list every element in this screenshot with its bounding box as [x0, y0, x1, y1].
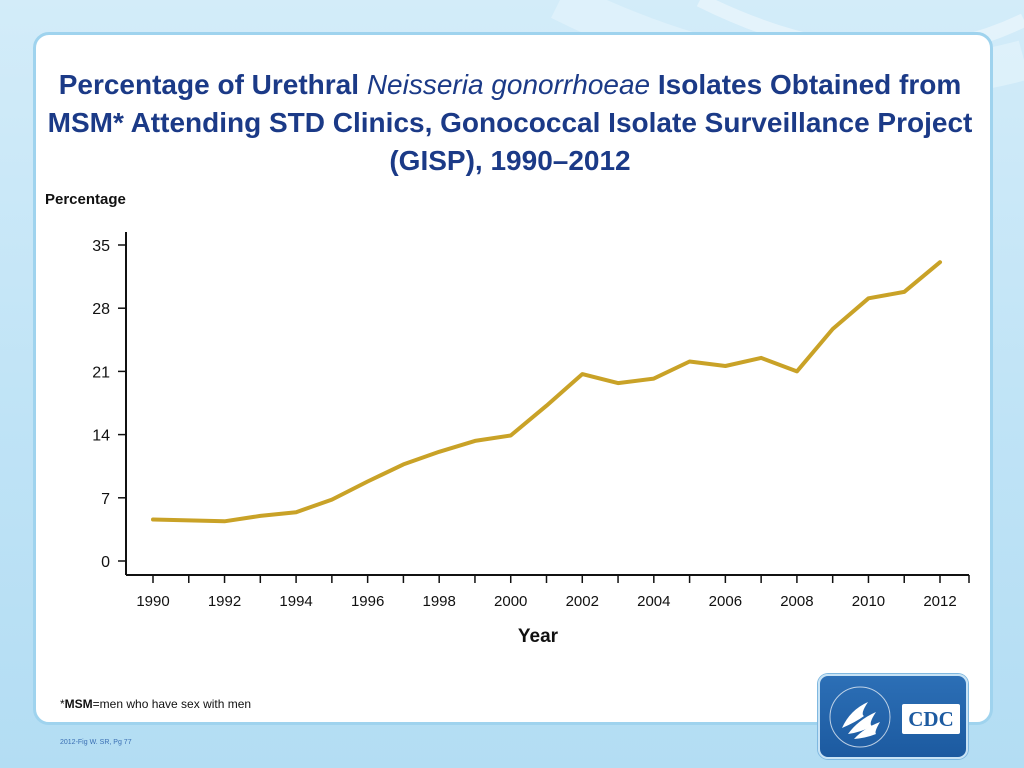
x-tick-label: 1992 — [208, 593, 241, 610]
x-tick-label: 2010 — [852, 593, 885, 610]
x-tick-label: 1998 — [422, 593, 455, 610]
title-part-1: Percentage of Urethral — [58, 69, 367, 100]
slide-title: Percentage of Urethral Neisseria gonorrh… — [40, 66, 980, 180]
x-tick-label: 2002 — [566, 593, 599, 610]
y-tick-label: 21 — [92, 364, 110, 381]
y-tick-label: 14 — [92, 428, 110, 445]
title-italic-organism: Neisseria gonorrhoeae — [366, 69, 651, 100]
footnote-text: =men who have sex with men — [92, 697, 252, 711]
y-tick-label: 0 — [101, 554, 110, 571]
source-citation: 2012-Fig W. SR, Pg 77 — [60, 739, 132, 746]
footnote-marker: * — [60, 697, 65, 711]
cdc-logo-text: CDC — [902, 704, 960, 734]
footnote-term: MSM — [64, 697, 93, 711]
hhs-eagle-icon — [829, 686, 891, 748]
footnote: *MSM=men who have sex with men — [60, 697, 251, 711]
x-tick-label: 2008 — [780, 593, 813, 610]
x-tick-label: 1996 — [351, 593, 384, 610]
y-tick-label: 7 — [101, 491, 110, 508]
x-tick-label: 1994 — [279, 593, 312, 610]
x-tick-label: 2000 — [494, 593, 527, 610]
x-tick-label: 2004 — [637, 593, 670, 610]
title-part-2: Isolates Obtained from MSM* Attending ST… — [47, 69, 973, 176]
x-tick-label: 2012 — [923, 593, 956, 610]
y-tick-label: 28 — [92, 301, 110, 318]
y-axis-label: Percentage — [45, 191, 126, 208]
x-axis-label: Year — [518, 626, 559, 647]
x-tick-label: 1990 — [136, 593, 169, 610]
y-tick-label: 35 — [92, 238, 110, 255]
slide-card — [33, 32, 993, 725]
x-tick-label: 2006 — [709, 593, 742, 610]
cdc-logo: CDC — [818, 674, 968, 759]
series-line — [151, 260, 942, 524]
